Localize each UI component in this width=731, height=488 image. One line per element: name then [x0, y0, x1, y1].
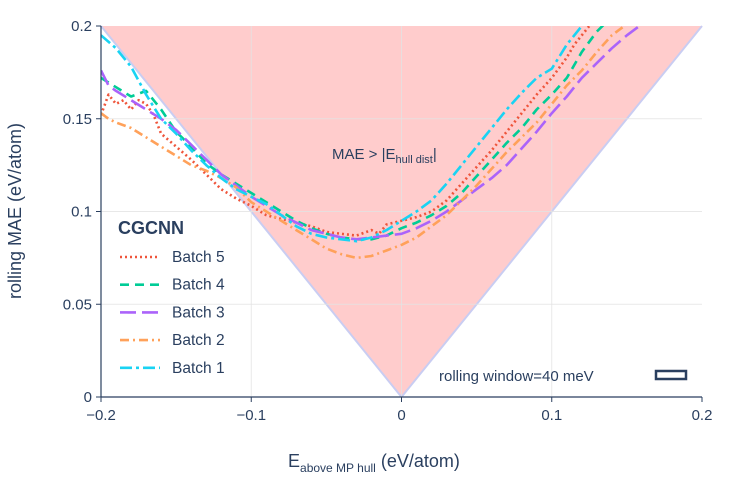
annotation: MAE > |Ehull dist| [332, 146, 437, 166]
window-swatch [654, 369, 688, 381]
legend-label: Batch 1 [172, 360, 225, 377]
y-tick-label: 0 [84, 389, 92, 406]
y-tick-label: 0.1 [71, 204, 92, 221]
y-tick-label: 0.2 [71, 18, 92, 35]
y-axis-label: rolling MAE (eV/atom) [5, 123, 25, 299]
x-tick-label: −0.2 [86, 407, 116, 424]
legend-label: Batch 2 [172, 332, 225, 349]
legend-label: Batch 4 [172, 277, 225, 294]
window-label: rolling window=40 meV [439, 368, 594, 385]
y-tick-label: 0.05 [63, 296, 92, 313]
y-tick-label: 0.15 [63, 111, 92, 128]
legend-label: Batch 3 [172, 304, 225, 321]
axes: −0.2 −0.1 0 0.1 0.2 0 0.05 0.1 0.15 0.2 [63, 18, 713, 424]
x-tick-label: 0 [397, 407, 405, 424]
legend: CGCNN Batch 5 Batch 4 Batch 3 Batch 2 Batch … [118, 218, 225, 377]
legend-label: Batch 5 [172, 249, 225, 266]
series-line-batch-2 [101, 26, 627, 260]
x-tick-label: −0.1 [236, 407, 266, 424]
plot-area [100, 25, 703, 398]
series-line-batch-1 [101, 26, 583, 243]
x-axis-label: Eabove MP hull (eV/atom) [288, 451, 460, 475]
series-group [101, 26, 642, 260]
legend-title: CGCNN [118, 218, 184, 238]
x-tick-label: 0.1 [541, 407, 562, 424]
x-tick-label: 0.2 [692, 407, 713, 424]
